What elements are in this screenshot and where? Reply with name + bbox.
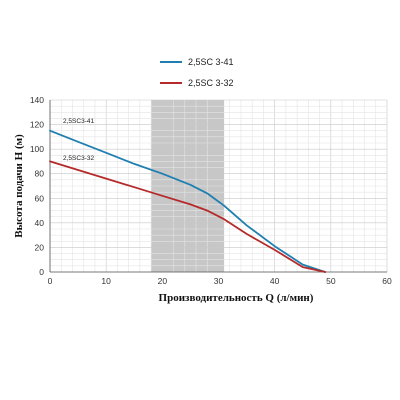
y-axis-title: Высота подачи H (м) (13, 134, 25, 238)
y-tick-label: 0 (39, 267, 44, 277)
axes-layer (49, 100, 387, 273)
grid-layer (49, 99, 388, 273)
y-tick-label: 20 (35, 242, 45, 252)
y-tick-label: 140 (30, 95, 44, 105)
x-tick-label: 50 (326, 276, 336, 286)
legend: 2,5SC 3-41 2,5SC 3-32 (160, 57, 234, 88)
series-1-annotation: 2,5SC3-41 (63, 118, 94, 125)
y-tick-label: 80 (35, 169, 45, 179)
y-tick-label: 120 (30, 120, 44, 130)
y-tick-label: 100 (30, 144, 44, 154)
x-tick-label: 10 (101, 276, 111, 286)
series-2-annotation: 2,5SC3-32 (63, 155, 94, 162)
legend-label-series-2: 2,5SC 3-32 (188, 78, 234, 88)
x-tick-label: 30 (214, 276, 224, 286)
x-tick-label: 40 (270, 276, 280, 286)
x-tick-label: 20 (158, 276, 168, 286)
series-layer (49, 129, 327, 273)
tick-label-layer: 0 10 20 30 40 50 60 0 20 40 60 80 100 120 140 (30, 95, 392, 286)
x-tick-label: 60 (382, 276, 392, 286)
y-tick-label: 40 (35, 218, 45, 228)
x-tick-label: 0 (48, 276, 53, 286)
series-line-1 (49, 129, 327, 273)
legend-label-series-1: 2,5SC 3-41 (188, 57, 234, 67)
x-axis-title: Производительность Q (л/мин) (159, 292, 314, 304)
y-tick-label: 60 (35, 193, 45, 203)
series-line-2 (49, 160, 327, 273)
